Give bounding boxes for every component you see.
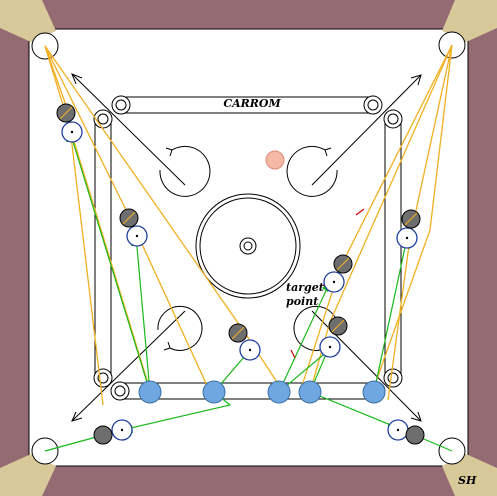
centre-circle-outer — [195, 193, 301, 299]
coin-highlights — [59, 106, 418, 340]
strikers — [138, 380, 386, 404]
board-title: CARROM — [223, 97, 281, 110]
striker — [202, 380, 226, 404]
striker — [267, 380, 291, 404]
centre-spot-inner — [243, 241, 253, 251]
corner-wedge-top-right — [442, 0, 497, 42]
centre-spot — [239, 237, 257, 255]
striker — [298, 380, 322, 404]
ghost-centres — [70, 130, 409, 432]
striker — [362, 380, 386, 404]
baseline-left — [93, 109, 113, 388]
coin — [405, 425, 425, 445]
queen-coin — [265, 150, 285, 170]
coin — [93, 425, 113, 445]
centre-circle-inner — [199, 197, 297, 295]
corner-wedge-top-left — [0, 0, 56, 42]
signature: SH — [458, 474, 477, 487]
corner-wedge-bottom-left — [0, 454, 56, 496]
corner-wedge-bottom-right — [442, 454, 497, 496]
baseline-top — [111, 95, 383, 115]
target-point-label-line1: target — [286, 281, 324, 294]
striker — [138, 380, 162, 404]
target-point-label-line2: point — [286, 295, 318, 308]
